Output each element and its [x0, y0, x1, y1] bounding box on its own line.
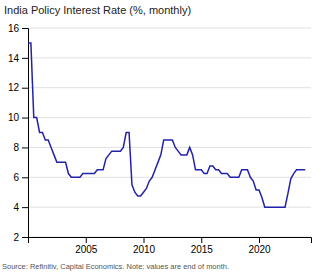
x-tick: 2015 — [191, 237, 214, 255]
y-tick: 10 — [8, 112, 28, 123]
chart: 2005 2010 2015 2020 2 4 6 8 10 12 14 16 India Policy… — [0, 0, 325, 273]
y-tick: 4 — [13, 202, 28, 213]
title: India Policy Interest Rate (%, monthly) — [4, 4, 191, 16]
y-tick-mark — [22, 177, 28, 178]
y-tick-mark — [22, 88, 28, 89]
grid-line — [28, 28, 311, 29]
x-tick-label: 2005 — [75, 244, 98, 255]
y-axis: 2 4 6 8 10 12 14 16 — [8, 23, 29, 243]
grid — [28, 28, 311, 237]
x-tick-mark — [86, 237, 87, 243]
x-tick-mark — [259, 237, 260, 243]
grid-line — [28, 57, 311, 58]
x-tick-label: 2020 — [248, 244, 271, 255]
plot-area — [28, 43, 305, 207]
y-tick-mark — [22, 58, 28, 59]
y-tick-label: 14 — [8, 53, 20, 64]
y-tick-label: 12 — [8, 82, 20, 93]
x-axis-line — [29, 238, 312, 244]
y-tick-label: 2 — [13, 232, 19, 243]
y-tick-mark — [22, 147, 28, 148]
line — [28, 43, 305, 207]
x-tick: 2005 — [75, 237, 98, 255]
y-tick: 14 — [8, 53, 28, 64]
x-tick: 2010 — [133, 237, 156, 255]
y-tick-mark — [22, 28, 28, 29]
y-tick: 16 — [8, 23, 28, 34]
annotation: Source: Refinitiv, Capital Economics. No… — [2, 262, 229, 271]
x-tick-label: 2015 — [191, 244, 214, 255]
y-tick: 12 — [8, 82, 28, 93]
y-tick: 2 — [13, 232, 28, 243]
y-tick-label: 4 — [13, 202, 19, 213]
y-tick-label: 16 — [8, 23, 20, 34]
y-tick-mark — [22, 118, 28, 119]
y-axis-line — [22, 29, 29, 238]
x-tick: 2020 — [248, 237, 271, 255]
y-tick: 8 — [13, 142, 28, 153]
y-tick: 6 — [13, 172, 28, 183]
grid-line — [28, 147, 311, 148]
x-tick-label: 2010 — [133, 244, 156, 255]
y-tick-label: 8 — [13, 142, 19, 153]
grid-line — [28, 117, 311, 118]
y-tick-label: 6 — [13, 172, 19, 183]
x-tick-mark — [144, 237, 145, 243]
y-tick-mark — [22, 207, 28, 208]
x-tick-mark — [201, 237, 202, 243]
grid-line — [28, 87, 311, 88]
x-axis: 2005 2010 2015 2020 — [29, 237, 312, 255]
y-tick-label: 10 — [8, 112, 20, 123]
y-tick-mark — [22, 237, 28, 238]
